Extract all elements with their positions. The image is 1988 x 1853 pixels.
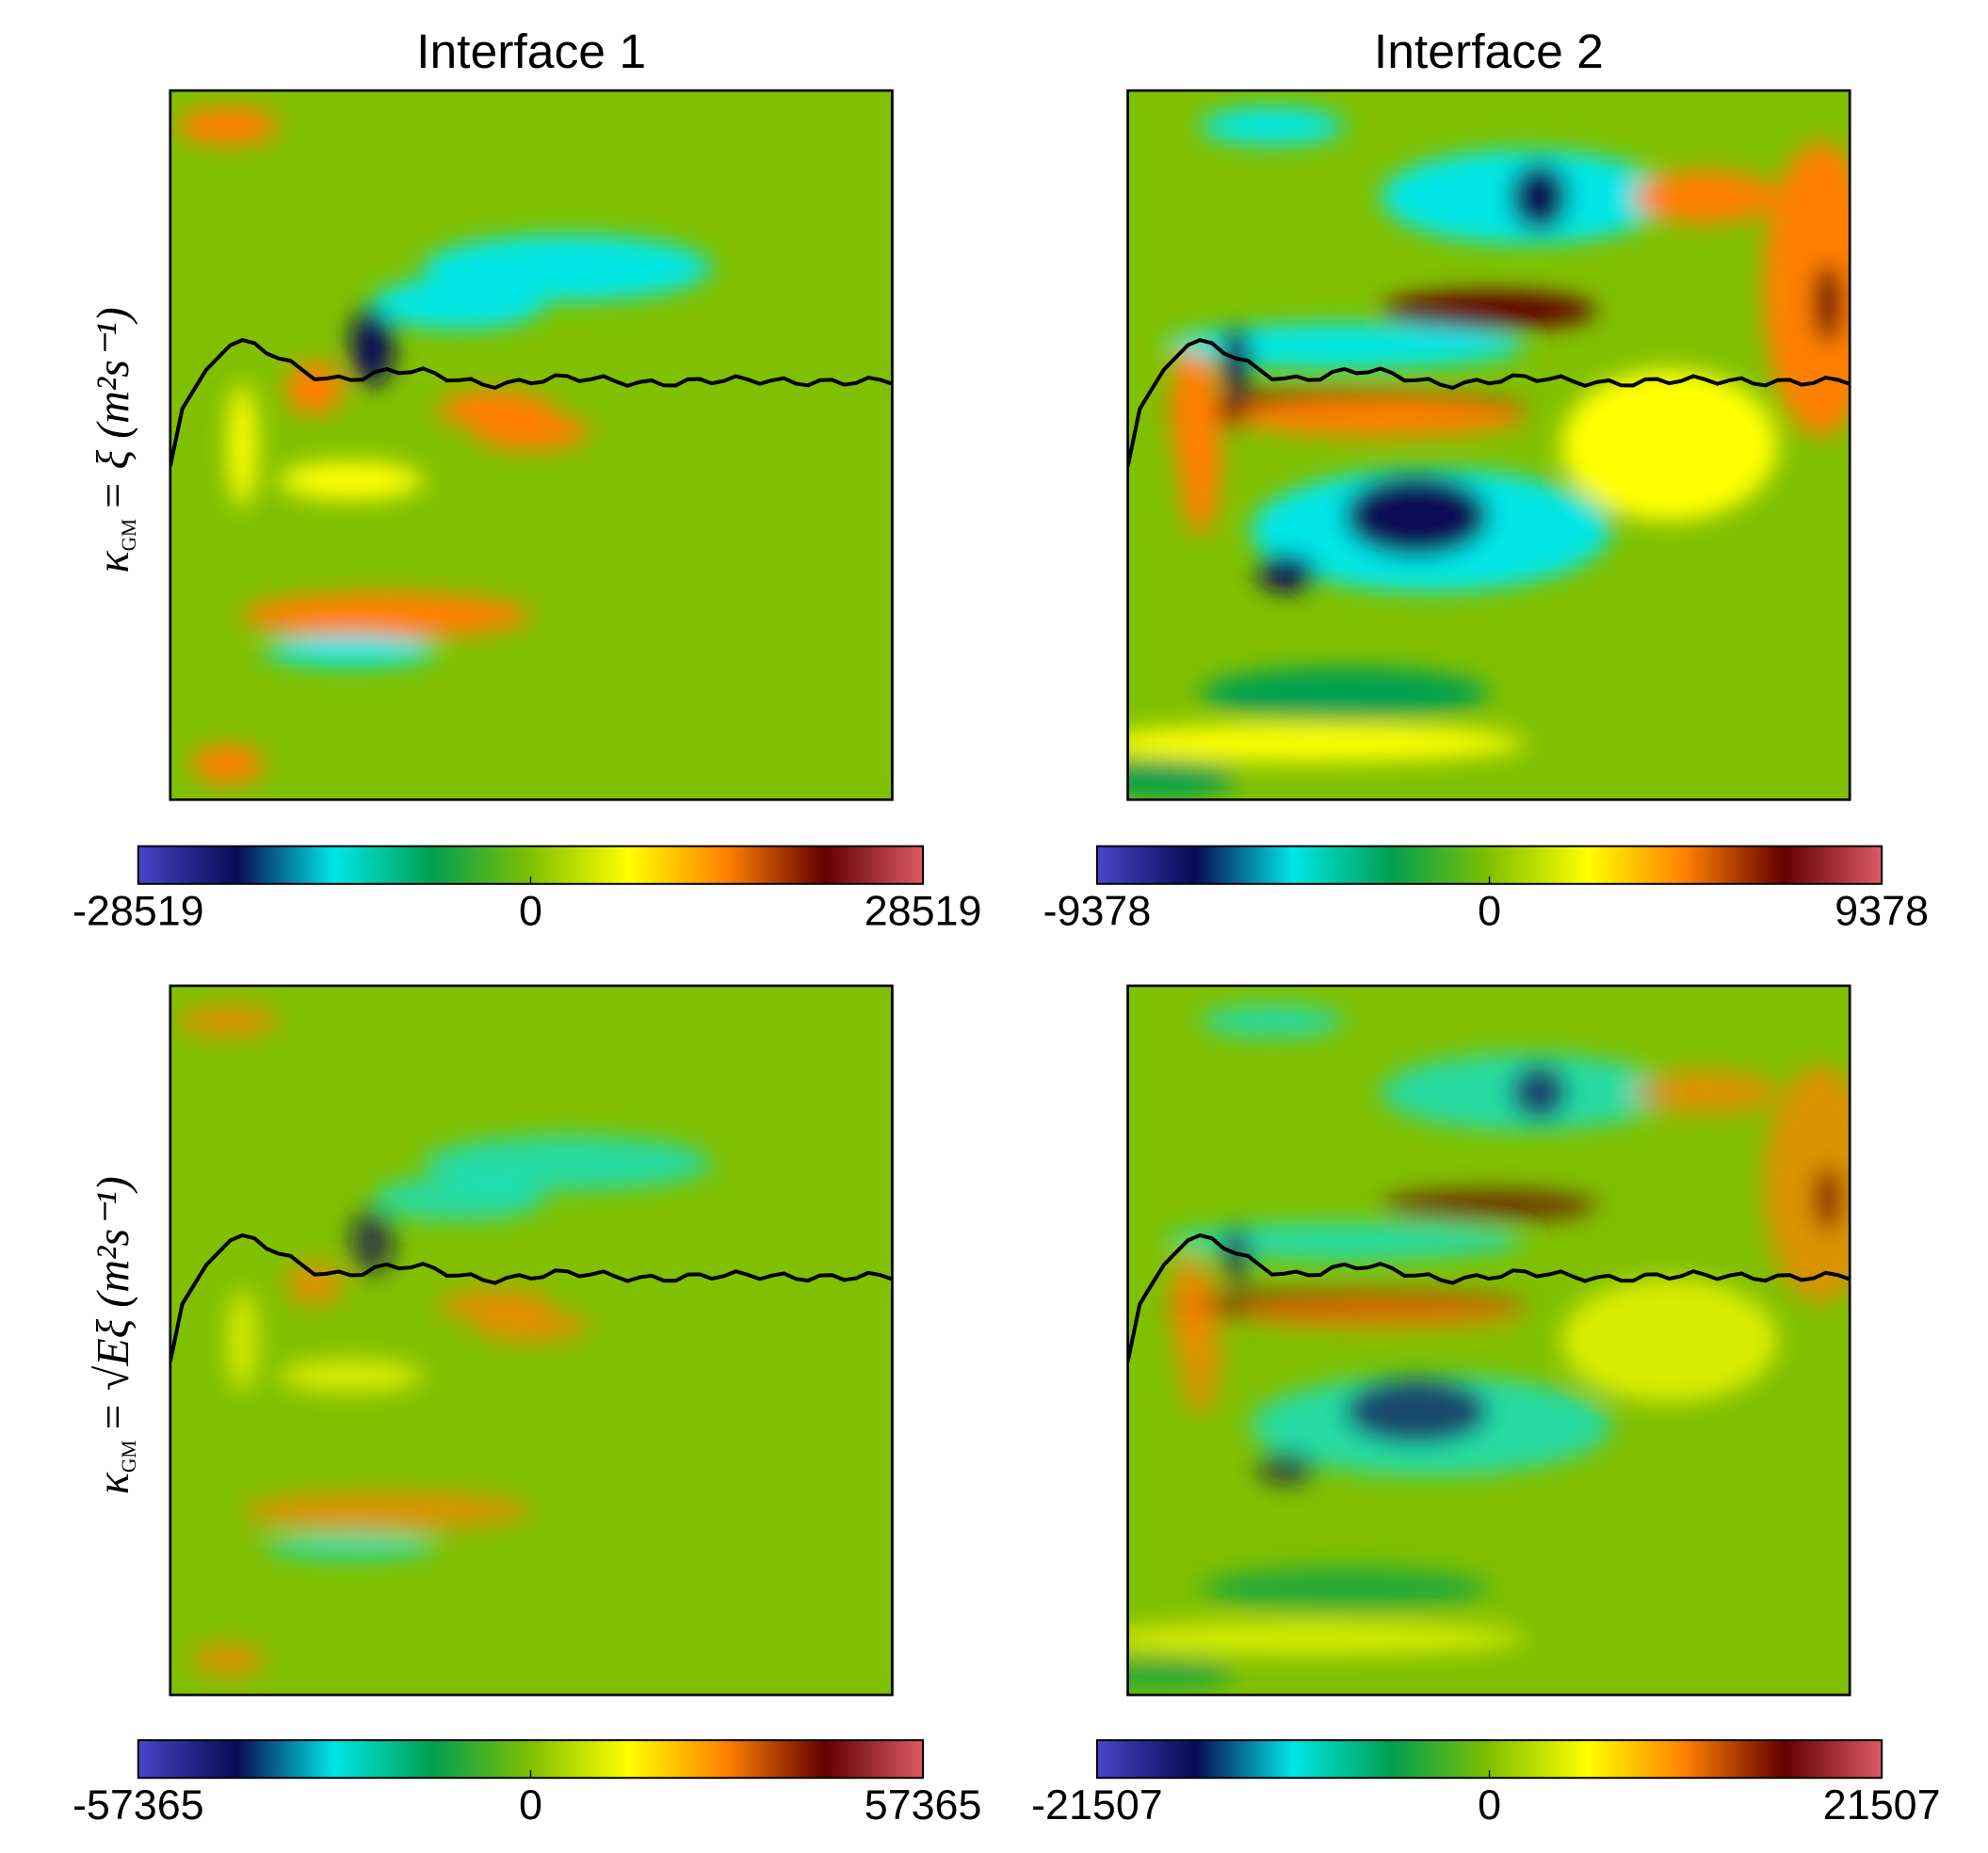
field-blob bbox=[285, 363, 343, 415]
field bbox=[1091, 90, 1879, 799]
field-blob bbox=[474, 411, 590, 450]
field-blob bbox=[1236, 397, 1526, 436]
field-blob bbox=[242, 592, 531, 637]
colorbar-tick-label: -57365 bbox=[73, 1782, 204, 1829]
y-axis-label-subscript: GM bbox=[118, 1441, 140, 1473]
field-blob bbox=[1814, 1165, 1843, 1232]
field-blob bbox=[1381, 291, 1597, 330]
y-axis-label: κGM = ξ (m²s⁻¹) bbox=[89, 307, 141, 572]
field-blob bbox=[177, 1005, 278, 1038]
y-axis-label-symbol: κ bbox=[89, 1472, 138, 1494]
field-blob bbox=[1200, 1005, 1344, 1038]
field-blob bbox=[1172, 347, 1201, 471]
field bbox=[1091, 986, 1879, 1695]
colorbar-tick-label: 21507 bbox=[1823, 1782, 1941, 1829]
field-blob bbox=[264, 1533, 437, 1560]
field-blob bbox=[264, 635, 437, 666]
colorbar-tick-label: 0 bbox=[1478, 889, 1501, 935]
figure: Interface 1κGM= ξ (m²s⁻¹)-28519028519Int… bbox=[0, 0, 1988, 1848]
y-axis-label-rest: = ξ (m²s⁻¹) bbox=[89, 307, 138, 511]
colorbar-tick-label: -28519 bbox=[73, 889, 204, 935]
panel: Interface 1 κGM = ξ (m²s⁻¹) -28519 0 28519 bbox=[73, 25, 981, 935]
panel: κGM = √Eξ (m²s⁻¹) -57365 0 57365 bbox=[73, 986, 981, 1829]
colorbar-tick-label: -21507 bbox=[1031, 1782, 1163, 1829]
field-blob bbox=[1561, 1279, 1778, 1402]
field-blob bbox=[1258, 1452, 1316, 1485]
panel-title: Interface 1 bbox=[416, 25, 646, 78]
field-blob bbox=[1091, 724, 1525, 763]
y-axis-label: κGM = √Eξ (m²s⁻¹) bbox=[89, 1176, 141, 1494]
field-blob bbox=[1345, 1378, 1489, 1444]
field-blob bbox=[1172, 1254, 1201, 1355]
field-blob bbox=[1091, 759, 1236, 798]
y-axis-label-symbol: κ bbox=[89, 551, 138, 573]
field-blob bbox=[228, 1290, 257, 1391]
field-blob bbox=[285, 1262, 343, 1306]
field-blob bbox=[1381, 1189, 1597, 1222]
colorbar-tick-label: 0 bbox=[519, 889, 542, 935]
panel: Interface 2 -9378 0 9378 bbox=[1043, 25, 1929, 935]
field-blob bbox=[1511, 164, 1568, 231]
field-blob bbox=[1258, 554, 1316, 592]
field-blob bbox=[1633, 170, 1777, 223]
field-blob bbox=[279, 1360, 423, 1393]
colorbar-tick-label: 28519 bbox=[865, 889, 982, 935]
field-blob bbox=[1633, 1070, 1777, 1114]
field-blob bbox=[1345, 475, 1489, 556]
field bbox=[170, 90, 893, 799]
field-blob bbox=[242, 1491, 531, 1530]
field-blob bbox=[1200, 106, 1344, 145]
field-blob bbox=[177, 106, 278, 145]
field bbox=[170, 986, 893, 1695]
field-blob bbox=[192, 1643, 265, 1676]
field-blob bbox=[1814, 263, 1843, 344]
y-axis-label-rest: = √Eξ (m²s⁻¹) bbox=[89, 1176, 138, 1432]
field-blob bbox=[474, 1310, 590, 1343]
field-blob bbox=[1091, 1621, 1525, 1654]
panel-title: Interface 2 bbox=[1374, 25, 1604, 78]
field-blob bbox=[1561, 369, 1778, 521]
colorbar-tick-label: 57365 bbox=[865, 1782, 982, 1829]
field-blob bbox=[228, 383, 257, 507]
field-blob bbox=[372, 277, 545, 330]
page: {"chart_data": [ {"type": "heatmap", "ti… bbox=[0, 0, 1988, 1848]
colorbar-tick-label: 0 bbox=[1478, 1782, 1501, 1829]
field-blob bbox=[192, 745, 265, 783]
y-axis-label-subscript: GM bbox=[118, 519, 140, 551]
field-blob bbox=[372, 1176, 545, 1220]
field-blob bbox=[1236, 1296, 1526, 1329]
field-blob bbox=[1200, 1567, 1489, 1611]
colorbar-tick-label: 9378 bbox=[1834, 889, 1929, 935]
field-blob bbox=[1091, 1657, 1236, 1690]
panel: -21507 0 21507 bbox=[1031, 986, 1940, 1829]
field-blob bbox=[1200, 667, 1489, 719]
colorbar-tick-label: 0 bbox=[519, 1782, 542, 1829]
colorbar-tick-label: -9378 bbox=[1043, 889, 1152, 935]
field-blob bbox=[279, 461, 423, 500]
field-blob bbox=[1511, 1064, 1568, 1120]
